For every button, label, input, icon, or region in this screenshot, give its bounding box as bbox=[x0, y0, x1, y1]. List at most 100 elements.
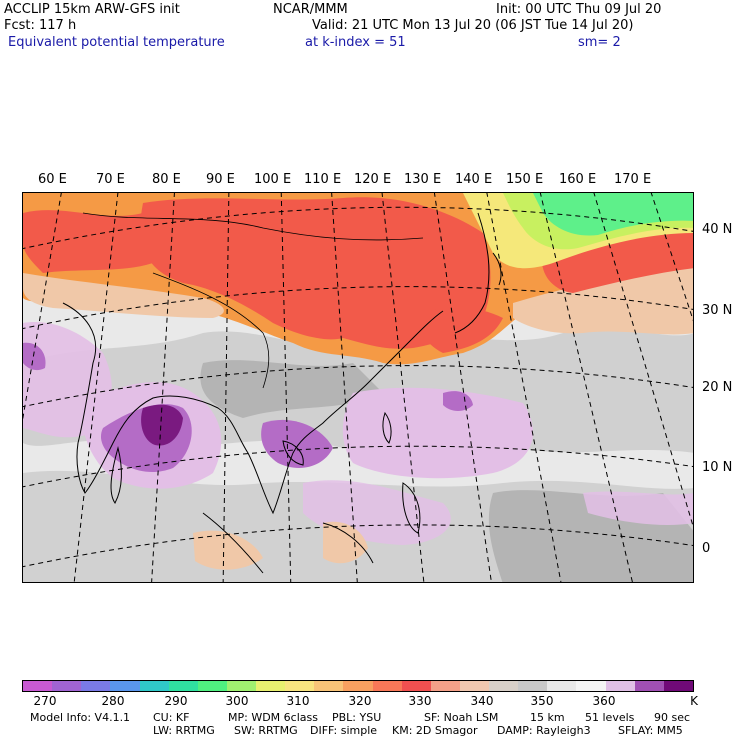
meridian-130e bbox=[433, 193, 492, 582]
footer-sw: SW: RRTMG bbox=[234, 724, 298, 737]
parallel-0 bbox=[23, 524, 693, 568]
borneo-outline bbox=[322, 522, 374, 564]
lon-label-90e: 90 E bbox=[206, 172, 235, 187]
meridian-70e bbox=[73, 193, 119, 582]
colorbar-segment-17 bbox=[518, 681, 548, 691]
footer-km: KM: 2D Smagor bbox=[392, 724, 478, 737]
header-smoothing: sm= 2 bbox=[578, 35, 621, 50]
colorbar-segment-1 bbox=[52, 681, 82, 691]
footer-timestep: 90 sec bbox=[654, 711, 691, 724]
colorbar-tick-290: 290 bbox=[164, 694, 188, 708]
header-valid-time: Valid: 21 UTC Mon 13 Jul 20 (06 JST Tue … bbox=[312, 18, 634, 33]
parallel-10n bbox=[23, 445, 693, 488]
header-level: at k-index = 51 bbox=[305, 35, 406, 50]
red-region-central-asia bbox=[23, 210, 153, 273]
philippines-outline bbox=[402, 482, 421, 534]
northern-border bbox=[82, 212, 424, 241]
footer-cu: CU: KF bbox=[153, 711, 190, 724]
colorbar-tick-270: 270 bbox=[33, 694, 57, 708]
parallel-30n bbox=[23, 286, 693, 330]
gray-region-china bbox=[200, 360, 383, 418]
colorbar-unit: K bbox=[690, 694, 698, 708]
lat-label-0: 0 bbox=[702, 541, 711, 556]
purple-region-arabian-sea bbox=[23, 342, 46, 371]
footer-model-info: Model Info: V4.1.1 bbox=[30, 711, 131, 724]
colorbar-tick-300: 300 bbox=[225, 694, 249, 708]
footer-mp: MP: WDM 6class bbox=[228, 711, 318, 724]
lon-label-130e: 130 E bbox=[404, 172, 442, 187]
himalaya-border bbox=[152, 272, 270, 389]
lon-label-100e: 100 E bbox=[254, 172, 292, 187]
footer-damp: DAMP: Rayleigh3 bbox=[497, 724, 591, 737]
colorbar-segment-3 bbox=[110, 681, 140, 691]
lon-label-110e: 110 E bbox=[304, 172, 342, 187]
colorbar-segment-19 bbox=[576, 681, 606, 691]
lat-label-30n: 30 N bbox=[702, 303, 733, 318]
lavender-region-east-pacific bbox=[583, 491, 693, 525]
colorbar-segment-6 bbox=[197, 681, 227, 691]
colorbar-segment-16 bbox=[489, 681, 519, 691]
graticule-parallels bbox=[23, 206, 693, 568]
colorbar-segment-9 bbox=[285, 681, 315, 691]
meridian-120e bbox=[381, 193, 425, 582]
lon-label-120e: 120 E bbox=[354, 172, 392, 187]
footer-sf: SF: Noah LSM bbox=[424, 711, 499, 724]
colorbar-segment-5 bbox=[168, 681, 198, 691]
peach-region-sumatra bbox=[193, 530, 263, 570]
colorbar-segment-0 bbox=[23, 681, 53, 691]
colorbar-segment-12 bbox=[372, 681, 402, 691]
coastlines bbox=[62, 212, 502, 574]
equivalent-potential-temperature-map bbox=[23, 193, 693, 582]
purple-region-south-china-sea bbox=[261, 419, 333, 468]
peach-region-indonesia bbox=[323, 521, 368, 564]
lat-label-10n: 10 N bbox=[702, 460, 733, 475]
graticule-meridians bbox=[23, 193, 693, 582]
header-init-time: Init: 00 UTC Thu 09 Jul 20 bbox=[496, 2, 662, 17]
hainan-outline bbox=[282, 440, 304, 466]
footer-pbl: PBL: YSU bbox=[332, 711, 382, 724]
header-model-title: ACCLIP 15km ARW-GFS init bbox=[4, 2, 180, 17]
sri-lanka-outline bbox=[110, 446, 122, 504]
hokkaido-outline bbox=[492, 252, 502, 286]
map-panel bbox=[22, 192, 694, 583]
colorbar-tick-340: 340 bbox=[470, 694, 494, 708]
lon-label-70e: 70 E bbox=[96, 172, 125, 187]
colorbar-segment-10 bbox=[314, 681, 344, 691]
peach-band-west bbox=[23, 273, 224, 318]
footer-lw: LW: RRTMG bbox=[153, 724, 215, 737]
parallel-20n bbox=[23, 365, 693, 408]
red-region-china bbox=[140, 197, 491, 349]
colorbar bbox=[22, 680, 694, 692]
colorbar-tick-360: 360 bbox=[592, 694, 616, 708]
footer-diff: DIFF: simple bbox=[310, 724, 378, 737]
colorbar-segment-15 bbox=[459, 681, 489, 691]
colorbar-segment-14 bbox=[430, 681, 460, 691]
colorbar-segment-18 bbox=[547, 681, 577, 691]
colorbar-segment-13 bbox=[401, 681, 431, 691]
meridian-60e bbox=[23, 193, 62, 421]
meridian-80e bbox=[151, 193, 175, 582]
meridian-140e bbox=[486, 193, 562, 582]
japan-outline bbox=[454, 212, 490, 334]
header-forecast-hour: Fcst: 117 h bbox=[4, 18, 77, 33]
lon-label-80e: 80 E bbox=[152, 172, 181, 187]
sumatra-outline bbox=[202, 512, 264, 574]
header-organization: NCAR/MMM bbox=[273, 2, 348, 17]
colorbar-segment-11 bbox=[343, 681, 373, 691]
header-field-name: Equivalent potential temperature bbox=[8, 35, 225, 50]
lon-label-60e: 60 E bbox=[38, 172, 67, 187]
colorbar-tick-310: 310 bbox=[286, 694, 310, 708]
lon-label-150e: 150 E bbox=[506, 172, 544, 187]
parallel-40n bbox=[23, 206, 693, 250]
colorbar-tick-330: 330 bbox=[408, 694, 432, 708]
meridian-150e bbox=[539, 193, 633, 582]
meridian-110e bbox=[331, 193, 358, 582]
lat-label-40n: 40 N bbox=[702, 222, 733, 237]
asia-coastline bbox=[62, 302, 444, 515]
colorbar-segment-20 bbox=[605, 681, 635, 691]
colorbar-tick-320: 320 bbox=[348, 694, 372, 708]
footer-levels: 51 levels bbox=[585, 711, 635, 724]
colorbar-segment-22 bbox=[663, 681, 693, 691]
lon-label-160e: 160 E bbox=[559, 172, 597, 187]
colorbar-tick-350: 350 bbox=[530, 694, 554, 708]
